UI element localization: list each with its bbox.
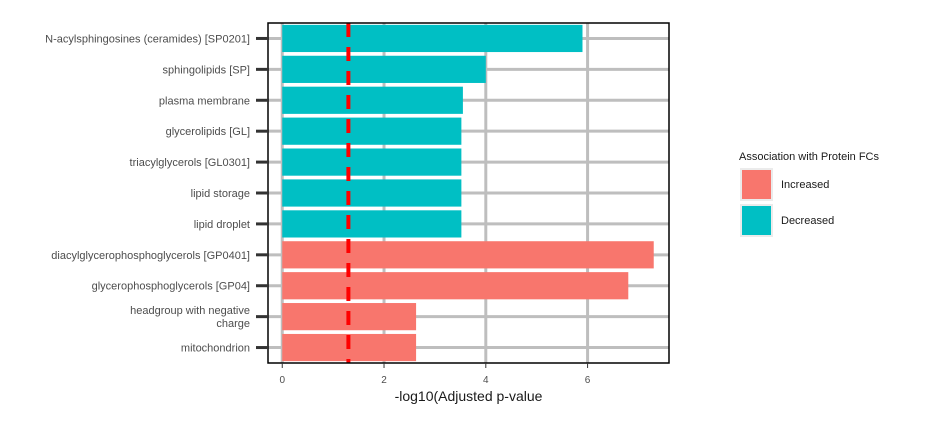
bar (282, 272, 629, 300)
bar (282, 24, 583, 53)
legend-title: Association with Protein FCs (739, 151, 879, 163)
category-label: headgroup with negative (130, 305, 250, 317)
x-axis: 0 2 4 6 (279, 363, 591, 386)
category-label: diacylglycerophosphoglycerols [GP0401] (51, 250, 250, 262)
bar (282, 148, 462, 176)
category-label: lipid droplet (194, 219, 250, 231)
category-label: charge (216, 318, 250, 330)
legend-label: Decreased (781, 215, 834, 227)
category-label: glycerophosphoglycerols [GP04] (92, 281, 250, 293)
category-label: sphingolipids [SP] (163, 64, 250, 76)
bar (282, 210, 462, 238)
y-axis: N-acylsphingosines (ceramides) [SP0201] s… (45, 33, 268, 355)
bars (282, 24, 654, 362)
category-label: lipid storage (191, 188, 250, 200)
legend-swatch (740, 168, 773, 201)
x-tick-label: 2 (381, 375, 387, 386)
category-label: mitochondrion (181, 343, 250, 355)
bar (282, 86, 463, 114)
bar (282, 117, 462, 145)
category-label: triacylglycerols [GL0301] (130, 157, 250, 169)
bar (282, 179, 462, 207)
x-tick-label: 6 (585, 375, 591, 386)
x-axis-title: -log10(Adjusted p-value (395, 388, 543, 404)
legend-swatch (740, 204, 773, 237)
bar (282, 55, 486, 83)
category-label: plasma membrane (159, 95, 250, 107)
x-tick-label: 0 (279, 375, 285, 386)
x-tick-label: 4 (483, 375, 489, 386)
bar (282, 241, 654, 269)
legend: Association with Protein FCs Increased De… (739, 151, 879, 237)
legend-label: Increased (781, 179, 829, 191)
category-label: N-acylsphingosines (ceramides) [SP0201] (45, 33, 250, 45)
category-label: glycerolipids [GL] (166, 126, 250, 138)
